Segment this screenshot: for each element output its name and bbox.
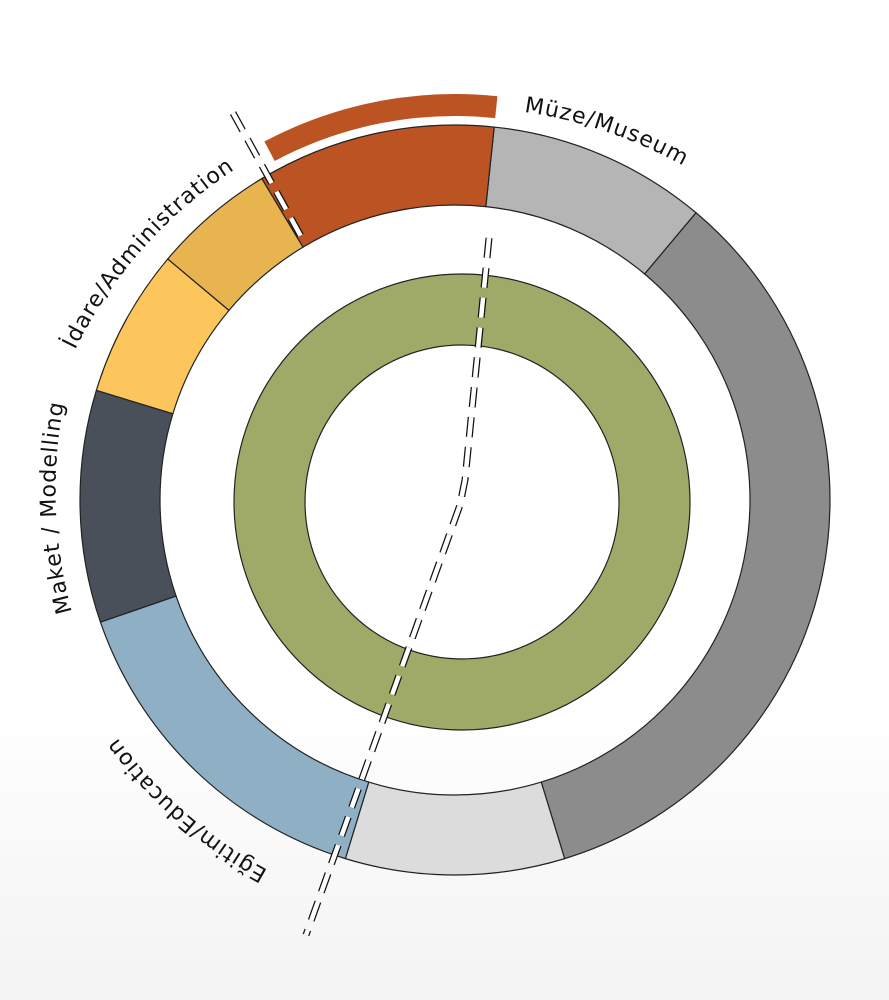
segment-modelling <box>79 389 177 623</box>
museum-highlight-arc <box>264 94 498 161</box>
core-ring <box>233 273 691 731</box>
axis-top-dashes <box>231 111 305 242</box>
axis-main-dashes <box>303 237 492 936</box>
core-ring-inner <box>304 344 620 660</box>
dashed-axis-line <box>229 111 493 937</box>
segment-museum-pale <box>344 781 566 876</box>
label-modelling: Maket / Modelling <box>36 399 77 616</box>
outer-ring <box>79 124 831 876</box>
segment-orange <box>261 124 495 248</box>
segment-museum-dark <box>540 211 831 860</box>
